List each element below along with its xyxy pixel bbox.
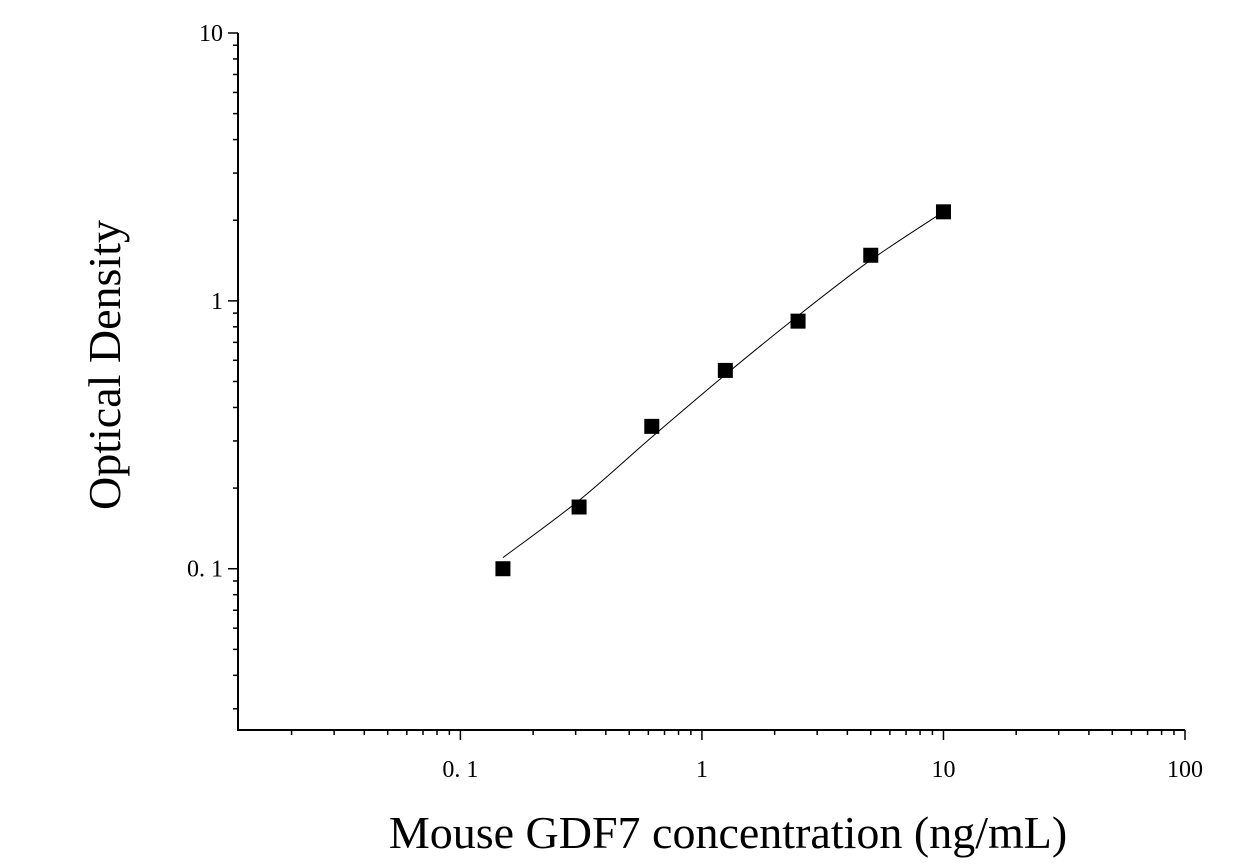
axes xyxy=(237,33,1185,731)
data-point xyxy=(571,499,587,515)
y-tick-label: 10 xyxy=(199,21,223,47)
x-tick-label: 0. 1 xyxy=(442,757,478,783)
data-point xyxy=(863,247,879,263)
data-points xyxy=(495,204,951,577)
y-axis-title: Optical Density xyxy=(79,220,130,510)
ticks xyxy=(228,32,1186,740)
data-point xyxy=(935,204,951,220)
x-axis-title: Mouse GDF7 concentration (ng/mL) xyxy=(389,807,1067,858)
x-tick-label: 10 xyxy=(931,757,955,783)
data-point xyxy=(717,362,733,378)
data-point xyxy=(644,418,660,434)
data-point xyxy=(790,313,806,329)
y-tick-label: 0. 1 xyxy=(187,557,223,583)
fit-curve xyxy=(502,211,944,559)
x-tick-label: 100 xyxy=(1167,757,1203,783)
x-tick-label: 1 xyxy=(696,757,708,783)
y-tick-label: 1 xyxy=(211,289,223,315)
data-point xyxy=(495,561,511,577)
tick-labels: 0. 1 1 10 100 0. 1 1 10 xyxy=(187,21,1203,783)
fit-curve-group xyxy=(502,211,944,559)
